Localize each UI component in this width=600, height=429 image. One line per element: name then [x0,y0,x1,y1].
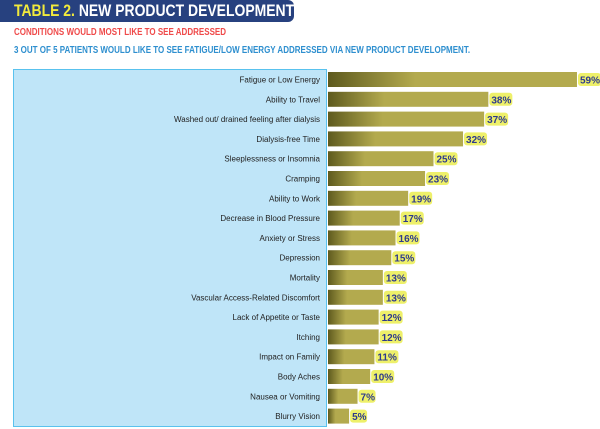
data-label-badge [400,211,424,225]
data-label: 13% [386,293,406,304]
data-label-badge [375,350,399,364]
data-label-badge [383,290,407,304]
data-label-badge [396,231,420,245]
bar [328,91,489,107]
category-label: Sleeplessness or Insomnia [224,155,320,164]
bar [328,171,426,186]
data-label: 32% [466,135,486,146]
bar [328,210,400,226]
category-label: Depression [280,254,320,263]
category-label: Blurry Vision [275,412,320,421]
bar [328,270,383,285]
bar [328,309,379,325]
label-panel [13,69,327,427]
data-label: 10% [373,373,393,384]
data-label: 25% [437,155,457,166]
data-label: 11% [377,353,397,364]
data-label-badge [358,389,376,403]
bar [328,250,392,266]
data-label-badge [392,251,416,265]
category-label: Vascular Access-Related Discomfort [191,293,321,302]
category-label: Impact on Family [259,353,320,362]
data-label: 7% [361,392,376,403]
data-label: 16% [399,234,419,245]
data-label-badge [434,152,458,166]
data-label: 13% [386,274,406,285]
bar [328,329,379,345]
data-label: 19% [411,194,431,205]
category-label: Nausea or Vomiting [250,392,320,401]
bar [328,151,434,167]
data-label-badge [409,191,433,205]
data-label: 17% [403,214,423,225]
bar [328,190,409,206]
category-label: Body Aches [278,373,320,382]
data-label-badge [577,73,600,86]
data-label: 12% [382,313,402,324]
data-label-badge [379,330,403,344]
data-label: 12% [382,333,402,344]
category-label: Cramping [285,175,320,184]
bar [328,289,383,305]
data-label-badge [485,112,509,126]
bar [328,72,577,87]
bar [328,349,375,365]
data-label-badge [371,370,395,383]
category-label: Decrease in Blood Pressure [220,214,320,223]
data-label-badge [489,92,513,106]
bar [328,230,396,246]
category-label: Mortality [290,274,320,283]
category-label: Dialysis-free Time [256,135,320,144]
data-label-badge [464,132,488,146]
data-label: 37% [487,115,507,126]
bar [328,369,371,384]
bar [328,111,485,127]
bar [328,131,464,147]
title-main: NEW PRODUCT DEVELOPMENT [78,1,295,20]
bar [328,388,358,404]
category-label: Anxiety or Stress [260,234,320,243]
data-label: 38% [491,95,511,106]
bar [328,408,350,424]
data-label: 23% [428,175,448,186]
subtitle: CONDITIONS WOULD MOST LIKE TO SEE ADDRES… [14,27,227,38]
category-label: Itching [296,333,320,342]
data-label: 15% [394,254,414,265]
category-label: Lack of Appetite or Taste [233,313,321,322]
category-label: Ability to Work [269,194,321,203]
note: 3 OUT OF 5 PATIENTS WOULD LIKE TO SEE FA… [14,45,471,56]
category-label: Ability to Travel [266,95,320,104]
data-label-badge [426,172,450,185]
category-label: Fatigue or Low Energy [240,76,321,85]
title-prefix: TABLE 2. [14,1,75,20]
category-label: Washed out/ drained feeling after dialys… [174,115,320,124]
data-label: 59% [580,76,600,87]
chart-title: TABLE 2. NEW PRODUCT DEVELOPMENT [14,1,294,21]
data-label: 5% [352,412,367,423]
title-bar: TABLE 2. NEW PRODUCT DEVELOPMENT [0,0,294,22]
data-label-badge [379,310,403,324]
data-label-badge [350,409,368,423]
data-label-badge [383,271,407,284]
